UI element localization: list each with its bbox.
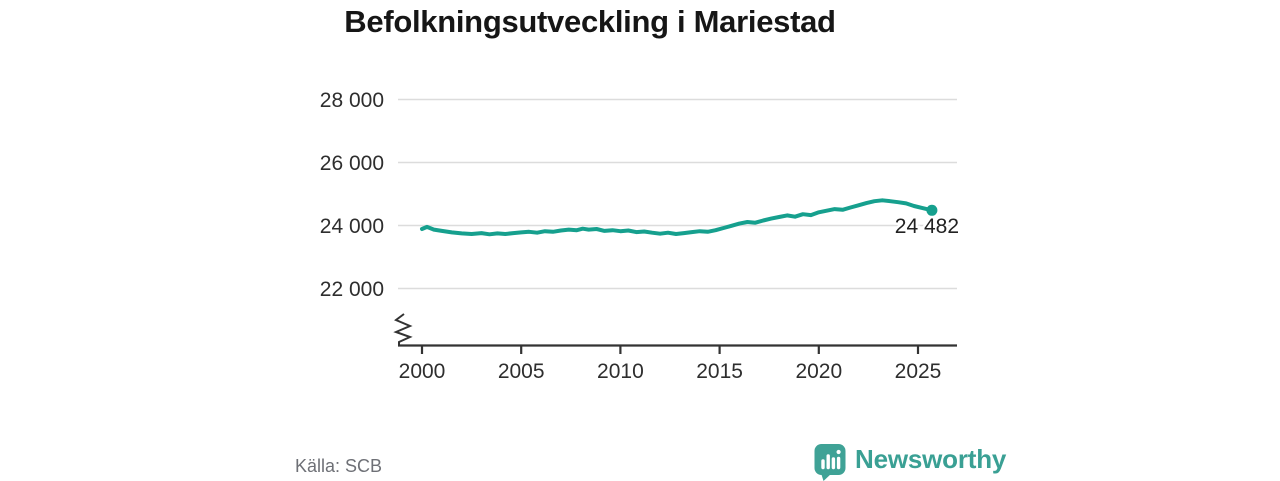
end-value-label: 24 482 xyxy=(895,215,959,238)
newsworthy-logo-text: Newsworthy xyxy=(855,443,1007,474)
x-tick-label: 2015 xyxy=(696,360,743,383)
x-tick-label: 2005 xyxy=(498,360,545,383)
y-tick-label: 24 000 xyxy=(320,215,384,238)
newsworthy-logo-icon xyxy=(814,444,846,481)
y-tick-label: 28 000 xyxy=(320,89,384,112)
end-point-dot xyxy=(926,204,938,216)
source-note: Källa: SCB xyxy=(295,456,383,476)
x-tick-label: 2020 xyxy=(795,360,842,383)
x-tick-label: 2000 xyxy=(399,360,446,383)
y-tick-label: 22 000 xyxy=(320,278,384,301)
newsworthy-logo: Newsworthy xyxy=(813,442,1006,481)
population-line xyxy=(420,198,934,237)
axis-break-icon xyxy=(393,313,413,346)
x-tick-label: 2010 xyxy=(597,360,644,383)
y-tick-label: 26 000 xyxy=(320,152,384,175)
page-title: Befolkningsutveckling i Mariestad xyxy=(344,4,836,39)
x-tick-label: 2025 xyxy=(895,360,942,383)
